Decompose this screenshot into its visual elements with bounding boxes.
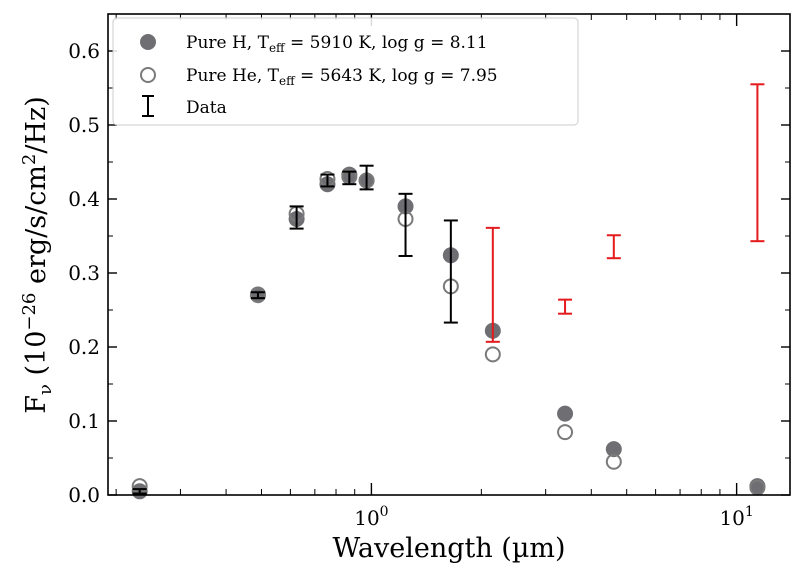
pure-he-point bbox=[557, 424, 574, 441]
legend-label-pure-h: Pure H, Teff = 5910 K, log g = 8.11 bbox=[186, 33, 488, 55]
x-tick-label: 101 bbox=[719, 504, 753, 530]
y-tick-label: 0.5 bbox=[68, 113, 100, 137]
y-tick-label: 0.3 bbox=[68, 261, 100, 285]
data-errorbar bbox=[398, 192, 413, 257]
x-axis-label: Wavelength (µm) bbox=[332, 533, 565, 564]
legend-label-pure-he: Pure He, Teff = 5643 K, log g = 7.95 bbox=[186, 66, 498, 88]
data-errorbar bbox=[132, 488, 147, 495]
x-tick-label: 100 bbox=[354, 504, 388, 530]
pure-h-point bbox=[557, 405, 574, 422]
y-tick-label: 0.2 bbox=[68, 335, 100, 359]
pure-h-point bbox=[605, 441, 622, 458]
legend: Pure H, Teff = 5910 K, log g = 8.11 Pure… bbox=[112, 17, 579, 126]
pure-he-point bbox=[605, 453, 622, 470]
data-errorbar-excess bbox=[558, 298, 573, 315]
data-errorbar bbox=[443, 219, 458, 324]
data-errorbar bbox=[342, 170, 357, 186]
legend-marker-pure-he bbox=[140, 67, 156, 83]
plot-frame bbox=[107, 13, 791, 496]
data-errorbar bbox=[359, 164, 374, 191]
y-tick-label: 0.4 bbox=[68, 187, 100, 211]
legend-box bbox=[112, 17, 579, 126]
y-tick-label: 0.1 bbox=[68, 409, 100, 433]
data-errorbar-excess bbox=[485, 226, 500, 343]
data-errorbar-excess bbox=[606, 234, 621, 260]
y-axis-label: Fν (10−26 erg/s/cm2/Hz) bbox=[19, 96, 56, 414]
data-errorbar bbox=[250, 291, 265, 300]
legend-label-data: Data bbox=[186, 98, 227, 118]
data-errorbar bbox=[320, 173, 335, 188]
legend-marker-pure-h bbox=[140, 34, 156, 50]
legend-marker-data bbox=[142, 95, 154, 117]
data-errorbar-excess bbox=[750, 83, 765, 243]
data-errorbar bbox=[289, 205, 304, 230]
y-tick-label: 0.6 bbox=[68, 39, 100, 63]
pure-he-point bbox=[249, 287, 266, 304]
pure-he-point bbox=[484, 346, 501, 363]
y-tick-label: 0.0 bbox=[68, 483, 100, 507]
